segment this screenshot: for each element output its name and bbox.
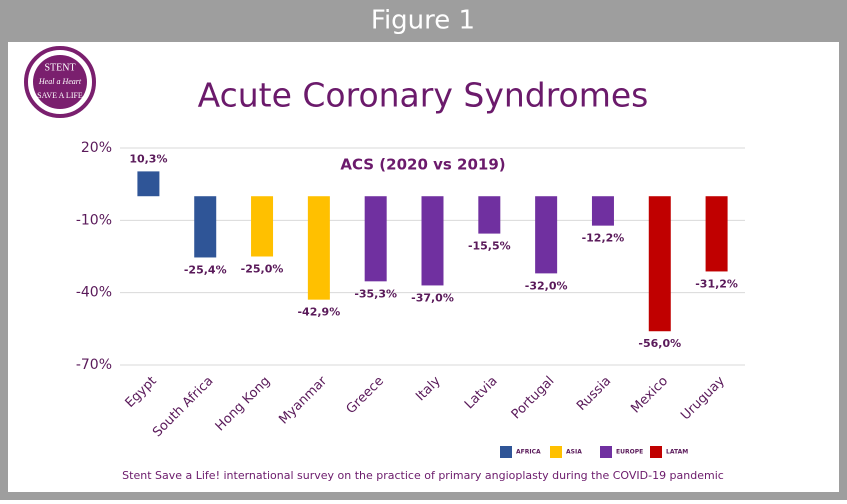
legend-swatch [600,446,612,458]
logo-text: Heal a Heart [38,77,82,86]
value-label: 10,3% [129,152,167,165]
logo-inner [33,55,87,109]
chart-title: Acute Coronary Syndromes [198,76,649,115]
bar [705,196,728,272]
value-label: -32,0% [525,279,568,292]
bar [137,171,160,197]
value-label: -25,0% [241,263,284,276]
bar [307,196,330,300]
value-label: -25,4% [184,263,227,276]
chart-subtitle: ACS (2020 vs 2019) [340,156,505,174]
bar [478,196,501,234]
bar [648,196,671,332]
y-tick-label: -40% [76,285,112,301]
logo-text: SAVE A LIFE [37,91,83,100]
legend-swatch [650,446,662,458]
value-label: -12,2% [582,232,625,245]
value-label: -35,3% [354,287,397,300]
y-tick-label: 20% [81,140,112,156]
legend-label: EUROPE [616,449,643,456]
bar [251,196,274,257]
bar [364,196,387,282]
value-label: -15,5% [468,240,511,253]
legend-swatch [500,446,512,458]
footnote: Stent Save a Life! international survey … [122,469,724,482]
bar [421,196,444,286]
value-label: -42,9% [297,306,340,319]
y-tick-label: -10% [76,212,112,228]
bar [591,196,614,226]
y-tick-label: -70% [76,357,112,373]
legend-swatch [550,446,562,458]
bar [535,196,558,274]
legend-label: ASIA [566,449,582,456]
value-label: -56,0% [638,337,681,350]
bar [194,196,217,258]
header-title: Figure 1 [371,6,475,36]
legend-label: AFRICA [516,449,541,456]
logo-text: STENT [44,62,75,73]
legend-label: LATAM [666,449,688,456]
value-label: -37,0% [411,291,454,304]
value-label: -31,2% [695,277,738,290]
